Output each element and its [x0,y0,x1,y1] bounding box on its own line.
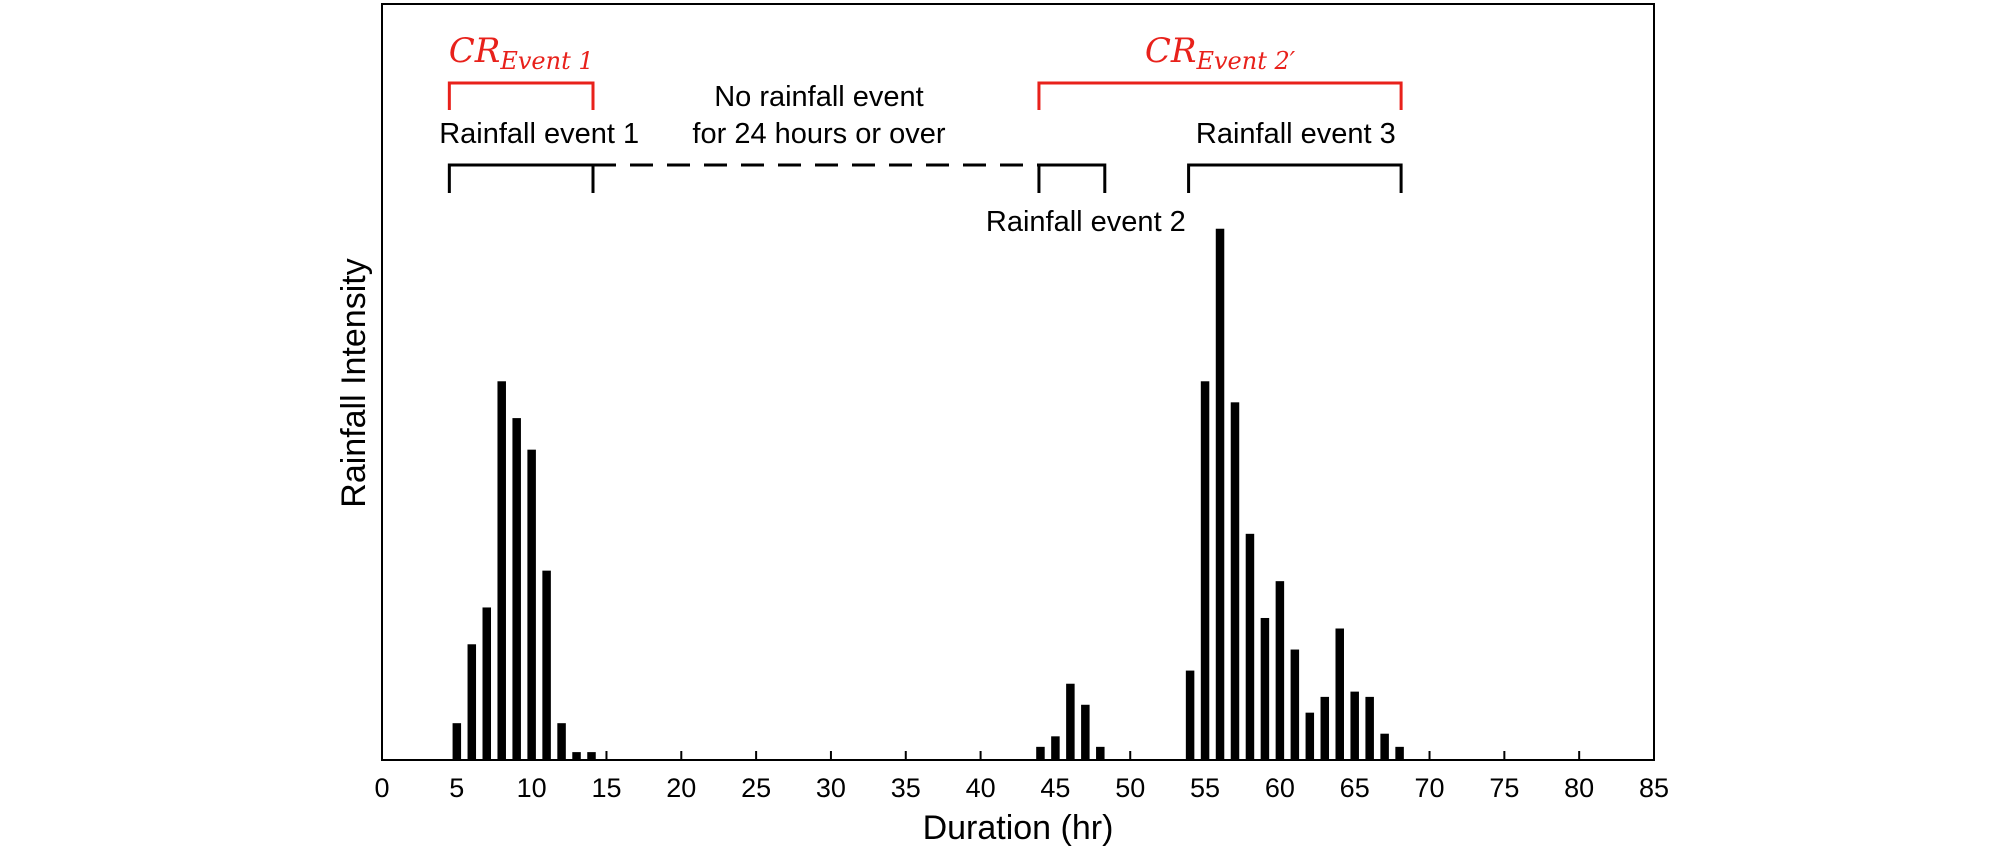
bar [497,381,506,760]
bar [1320,696,1330,760]
bar [1335,628,1344,760]
x-tick-label: 20 [666,773,696,803]
x-tick-label: 35 [891,773,921,803]
x-tick-label: 25 [741,773,771,803]
bar [1290,649,1300,760]
event-2-label: Rainfall event 2 [986,206,1186,238]
x-tick-label: 40 [966,773,996,803]
x-tick-label: 0 [374,773,389,803]
bar [1365,696,1374,760]
bars-group [452,228,1404,761]
cr-bracket-2 [1037,81,1403,110]
plot-frame [381,3,1655,761]
bar [572,752,581,760]
x-tick-label: 75 [1489,773,1519,803]
bar [467,644,477,760]
bar [1395,746,1404,760]
x-tick-label: 60 [1265,773,1295,803]
x-tick-label: 50 [1115,773,1145,803]
x-tick-label: 80 [1564,773,1594,803]
event-2-bracket [1037,163,1107,193]
bar [512,418,521,760]
bar [1051,736,1060,760]
event-1-bracket [447,163,595,193]
bar [1245,533,1255,760]
bar [1305,712,1315,760]
x-tick-label: 70 [1415,773,1445,803]
x-tick-label: 30 [816,773,846,803]
bar [557,723,566,760]
bar [1200,381,1210,760]
x-tick-label: 5 [449,773,464,803]
event-3-label: Rainfall event 3 [1196,118,1396,150]
event-1-label: Rainfall event 1 [439,118,639,150]
cr-label-2: CREvent 2′ [1145,31,1296,75]
annotations-group: Rainfall event 1 Rainfall event 2 Rainfall… [439,31,1403,238]
x-tick-label: 55 [1190,773,1220,803]
bar [1230,402,1240,760]
bar [1036,746,1045,760]
bar [1275,581,1285,760]
x-axis: 0 5 10 15 20 25 30 35 40 45 50 55 60 65 70 75 80 85 [374,751,1669,803]
bar [542,570,551,760]
bar [1066,683,1075,760]
bar [1096,746,1105,760]
x-tick-label: 10 [517,773,547,803]
bar [587,752,596,760]
bar [452,723,462,760]
gap-label-line-2: for 24 hours or over [692,118,945,150]
x-tick-label: 15 [591,773,621,803]
bar [1215,228,1225,761]
gap-label-line-1: No rainfall event [714,81,924,113]
x-axis-label: Duration (hr) [923,809,1114,847]
bar [1081,704,1090,760]
y-axis-label: Rainfall Intensity [335,258,373,507]
bar [1380,733,1389,760]
cr-label-1: CREvent 1 [449,31,594,75]
event-3-bracket [1187,163,1403,193]
bar [482,607,492,760]
bar [1260,617,1270,760]
x-tick-label: 85 [1639,773,1669,803]
cr-bracket-1 [447,81,595,110]
bar [527,449,536,760]
bar [1350,691,1359,760]
x-tick-label: 45 [1040,773,1070,803]
bar [1185,670,1195,760]
x-tick-label: 65 [1340,773,1370,803]
